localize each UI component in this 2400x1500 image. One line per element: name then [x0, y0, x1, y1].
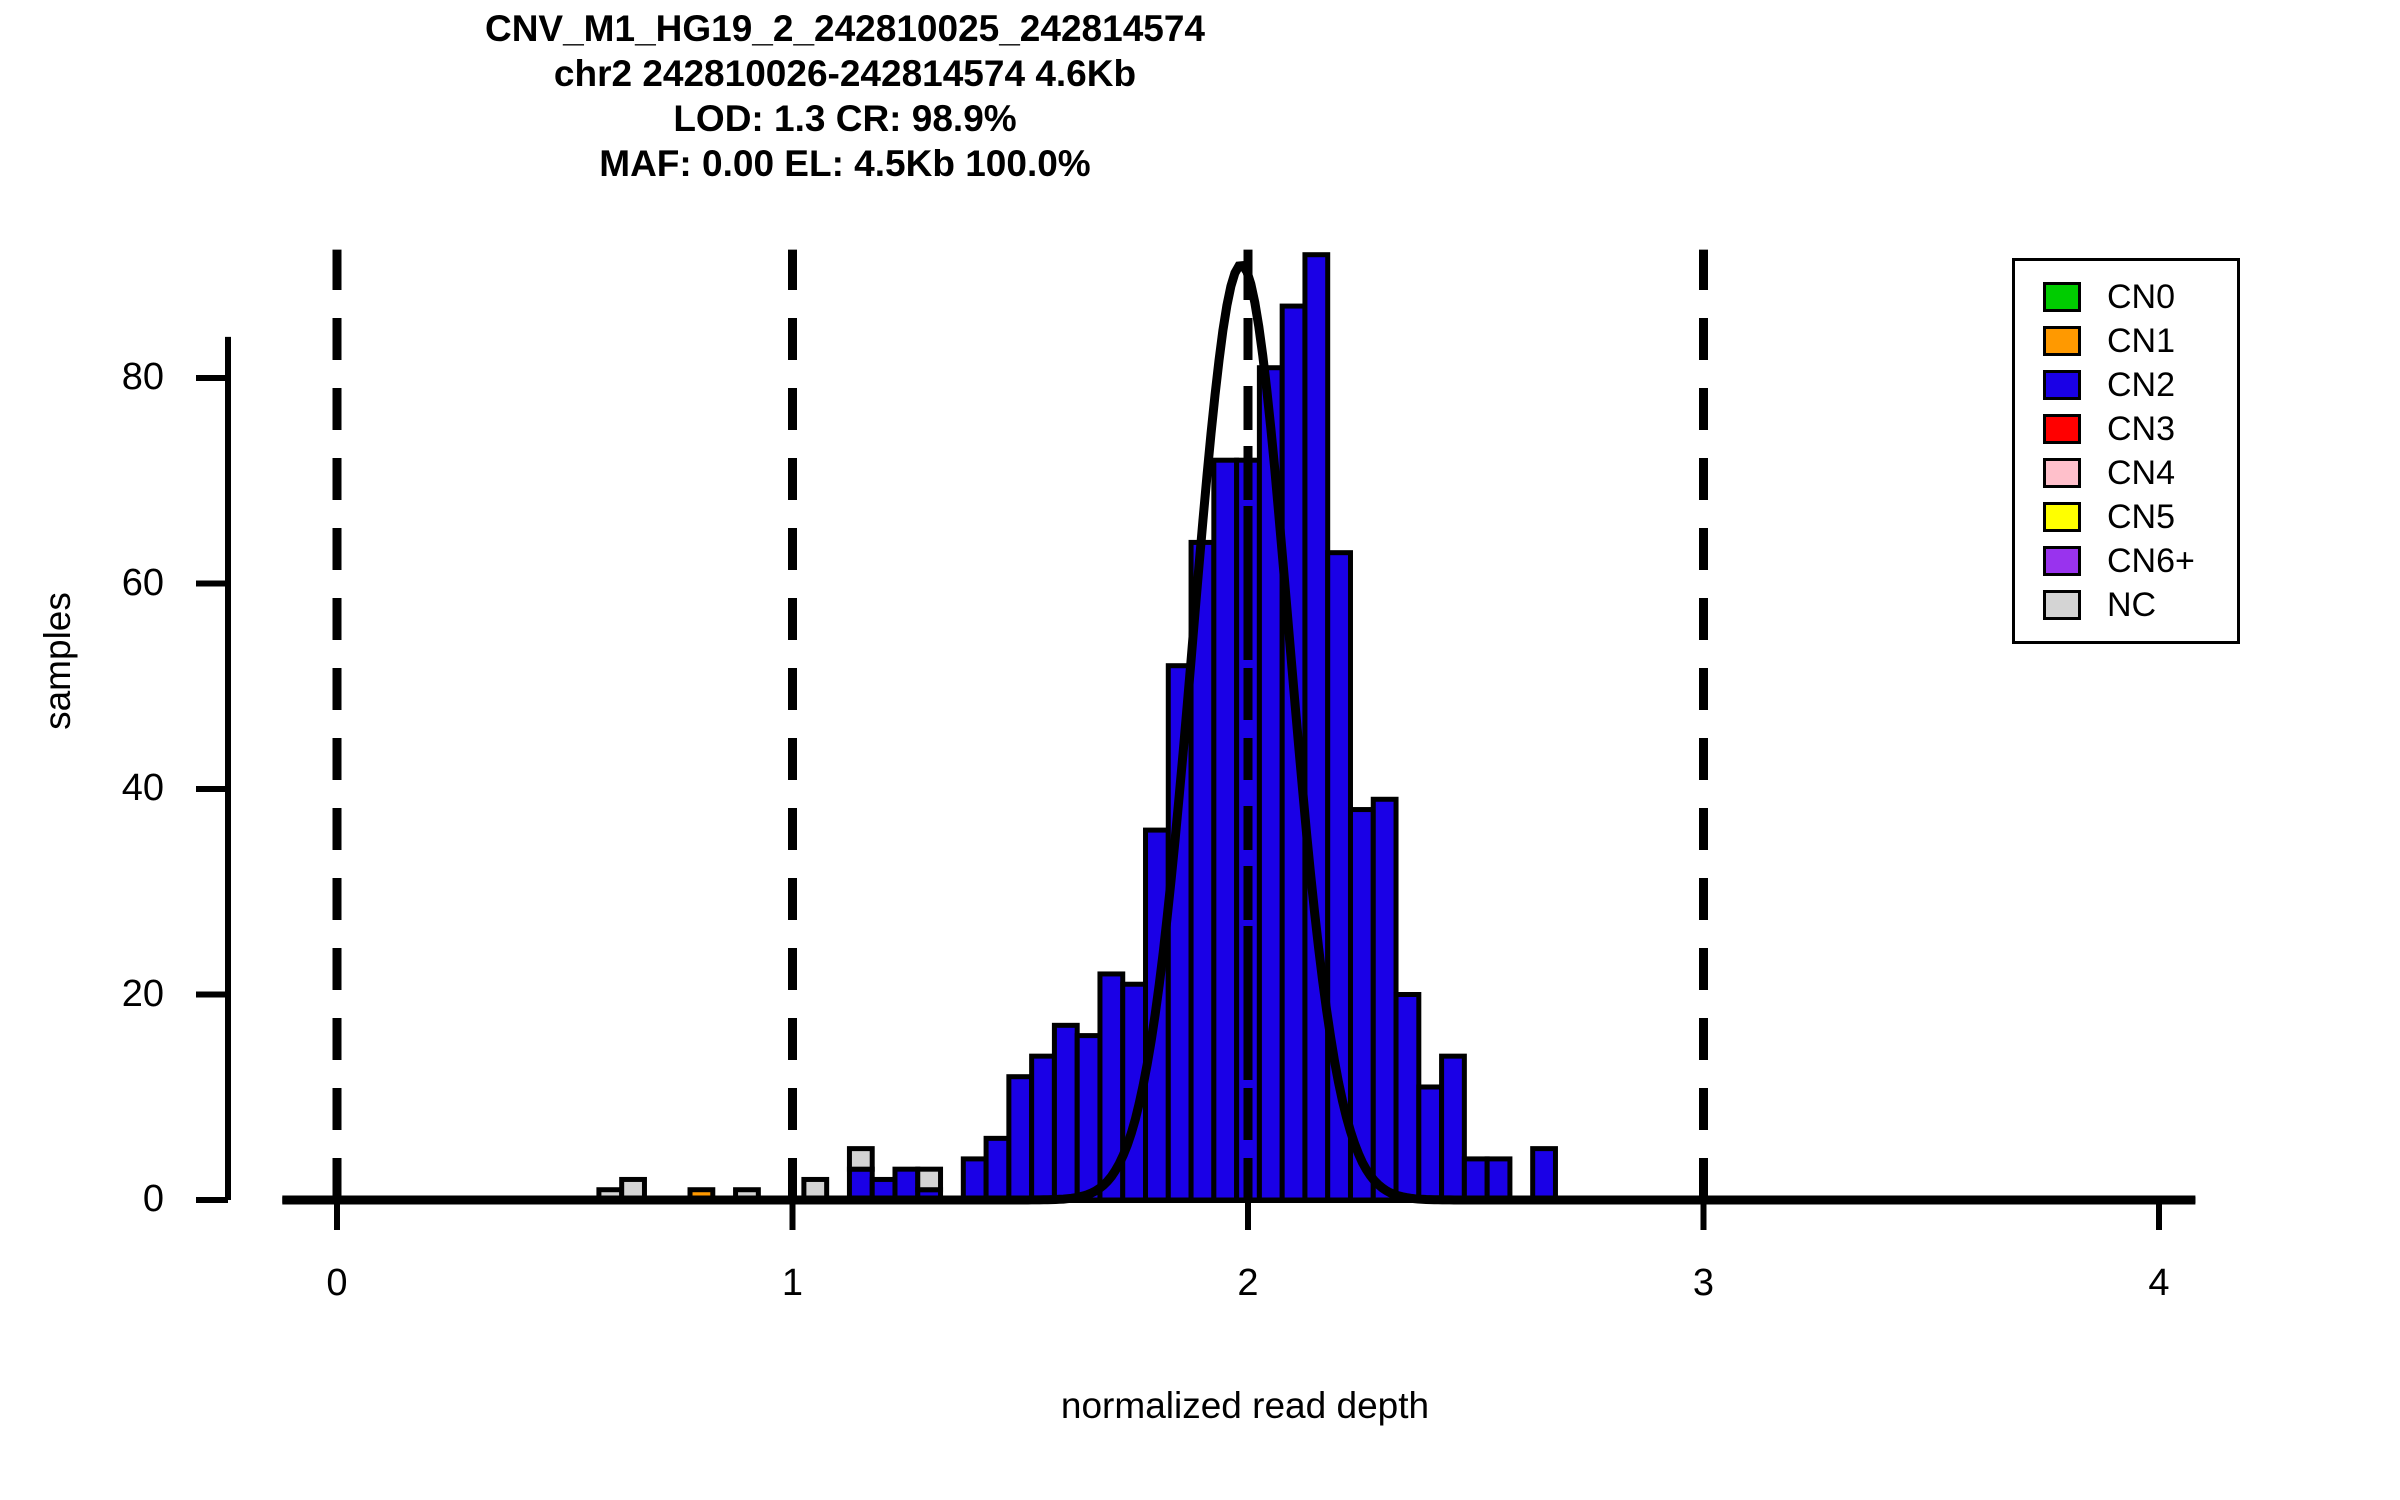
histogram-bar — [1302, 252, 1331, 1203]
title-line-3: LOD: 1.3 CR: 98.9% — [673, 98, 1017, 139]
y-tick-label: 80 — [121, 356, 164, 398]
plot-title-block: CNV_M1_HG19_2_242810025_242814574 chr2 2… — [0, 6, 1690, 186]
histogram-bar — [960, 1156, 989, 1203]
legend-swatch-icon — [2043, 282, 2081, 312]
legend-swatch-icon — [2043, 458, 2081, 488]
legend-swatch-icon — [2043, 370, 2081, 400]
gaussian-fit-curve — [282, 260, 2196, 1205]
legend-swatch-icon — [2043, 546, 2081, 576]
legend-item-label: CN0 — [2107, 278, 2176, 316]
histogram-bar — [846, 1146, 875, 1172]
y-tick-label: 60 — [121, 561, 164, 604]
histogram-bar — [1370, 796, 1399, 1203]
histogram-bar — [1211, 457, 1240, 1203]
legend-item-cn5[interactable]: CN5 — [2015, 495, 2237, 539]
gaussian-fit-curve-group — [282, 260, 2196, 1205]
histogram-bar — [1393, 992, 1422, 1203]
title-line-2: chr2 242810026-242814574 4.6Kb — [553, 53, 1137, 94]
histogram-bar — [983, 1135, 1012, 1203]
legend-swatch-icon — [2043, 502, 2081, 532]
y-tick-label: 20 — [121, 972, 164, 1015]
y-tick-label: 40 — [121, 767, 164, 809]
histogram-bar — [1439, 1053, 1467, 1203]
legend-item-label: CN3 — [2107, 410, 2176, 448]
legend-item-cn3[interactable]: CN3 — [2015, 407, 2237, 451]
histogram-bar — [915, 1166, 944, 1193]
x-tick-label: 2 — [1237, 1262, 1259, 1304]
histogram-bar — [1051, 1022, 1080, 1203]
histogram-bar — [1029, 1053, 1057, 1203]
legend-item-nc[interactable]: NC — [2015, 583, 2237, 627]
histogram-bar — [1416, 1084, 1445, 1203]
copy-number-boundary-lines — [332, 249, 1708, 1200]
legend-item-label: CN5 — [2107, 498, 2176, 536]
x-axis-title: normalized read depth — [1060, 1385, 1430, 1426]
legend-item-cn2[interactable]: CN2 — [2015, 363, 2237, 407]
x-tick-label: 3 — [1692, 1262, 1715, 1304]
legend-item-cn0[interactable]: CN0 — [2015, 275, 2237, 319]
y-tick-label: 0 — [142, 1178, 164, 1220]
x-tick-label: 4 — [2148, 1262, 2170, 1304]
legend-swatch-icon — [2043, 326, 2081, 356]
legend-item-label: NC — [2107, 586, 2157, 624]
title-line-4: MAF: 0.00 EL: 4.5Kb 100.0% — [599, 143, 1091, 184]
legend-item-label: CN2 — [2107, 366, 2176, 404]
title-line-1: CNV_M1_HG19_2_242810025_242814574 — [484, 8, 1206, 49]
histogram-bar — [892, 1166, 921, 1203]
histogram-bar — [1484, 1156, 1513, 1203]
histogram-bar — [1074, 1033, 1103, 1203]
legend-item-label: CN6+ — [2107, 542, 2195, 580]
legend-item-label: CN4 — [2107, 454, 2176, 492]
histogram-bar — [1006, 1074, 1035, 1203]
legend-item-cn4[interactable]: CN4 — [2015, 451, 2237, 495]
x-tick-label: 0 — [326, 1262, 348, 1304]
legend-item-cn6plus[interactable]: CN6+ — [2015, 539, 2237, 583]
copy-number-legend[interactable]: CN0 CN1 CN2 CN3 CN4 CN5 CN6+ NC — [2012, 258, 2240, 644]
histogram-bar — [1461, 1156, 1490, 1203]
legend-swatch-icon — [2043, 414, 2081, 444]
x-tick-label: 1 — [781, 1262, 804, 1304]
histogram-bar — [846, 1166, 875, 1203]
histogram-bar — [1530, 1146, 1558, 1203]
legend-item-label: CN1 — [2107, 322, 2176, 360]
legend-swatch-icon — [2043, 590, 2081, 620]
legend-item-cn1[interactable]: CN1 — [2015, 319, 2237, 363]
histogram-bars-group — [596, 252, 1558, 1203]
